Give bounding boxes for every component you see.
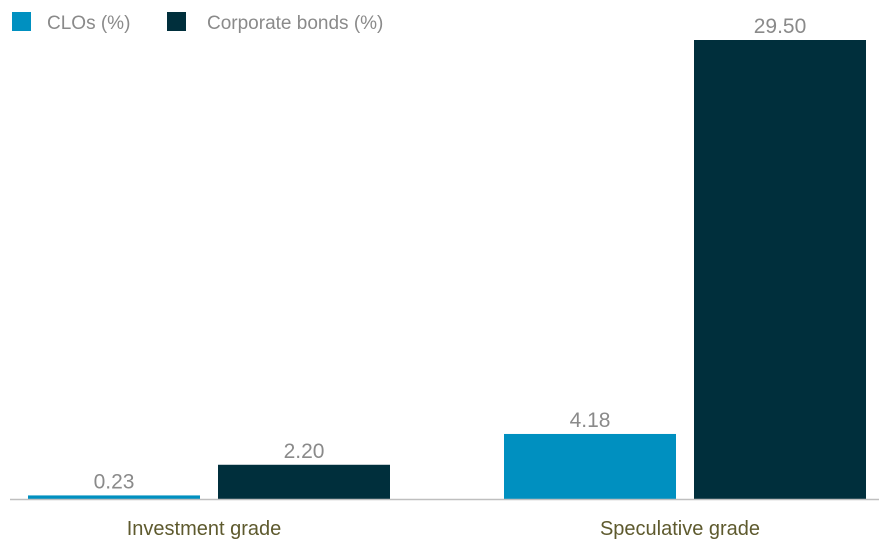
- bar-clos-investment-grade: [28, 495, 200, 499]
- category-label-investment-grade: Investment grade: [127, 518, 282, 539]
- legend-label-corporate-bonds: Corporate bonds (%): [207, 13, 383, 34]
- legend-label-clos: CLOs (%): [47, 13, 130, 34]
- legend: CLOs (%) Corporate bonds (%): [12, 12, 383, 34]
- category-labels: Investment grade Speculative grade: [127, 518, 760, 539]
- bar-clos-speculative-grade: [504, 433, 676, 499]
- value-labels-group: 0.23 2.20 4.18 29.50: [94, 15, 807, 493]
- value-label-clos-speculative-grade: 4.18: [570, 409, 611, 432]
- legend-swatch-corporate-bonds: [167, 12, 186, 31]
- legend-swatch-clos: [12, 12, 31, 31]
- value-label-clos-investment-grade: 0.23: [94, 470, 135, 493]
- bar-corporate-bonds-investment-grade: [218, 464, 390, 499]
- bar-corporate-bonds-speculative-grade: [694, 40, 866, 499]
- value-label-corporate-bonds-speculative-grade: 29.50: [754, 15, 807, 38]
- category-label-speculative-grade: Speculative grade: [600, 518, 760, 539]
- value-label-corporate-bonds-investment-grade: 2.20: [284, 440, 325, 463]
- bars-group: [28, 40, 866, 499]
